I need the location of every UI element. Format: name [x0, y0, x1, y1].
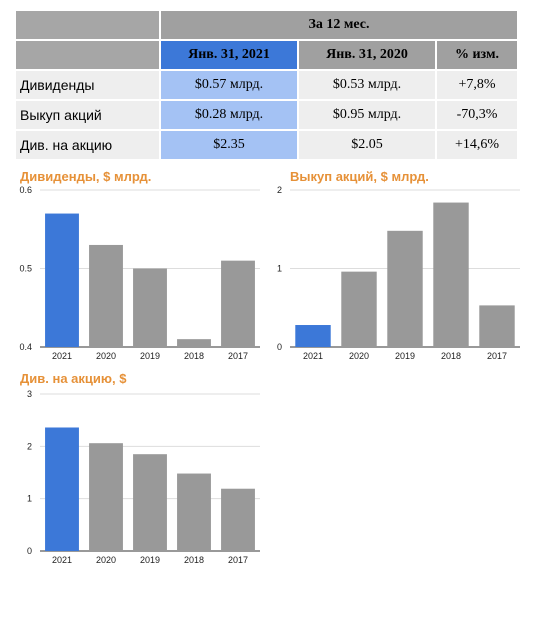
y-tick-label: 1 [277, 264, 282, 274]
x-tick-label: 2017 [228, 555, 248, 565]
bar-2019 [133, 454, 167, 551]
x-tick-label: 2019 [395, 351, 415, 361]
y-tick-label: 0 [277, 342, 282, 352]
x-tick-label: 2019 [140, 351, 160, 361]
table-row: Див. на акцию $2.35 $2.05 +14,6% [16, 131, 517, 159]
bar-2018 [433, 202, 469, 347]
value-2021: $2.35 [161, 131, 297, 159]
bar-2017 [221, 260, 255, 347]
y-tick-label: 0.4 [19, 342, 32, 352]
bar-2021 [45, 213, 79, 347]
x-tick-label: 2017 [228, 351, 248, 361]
value-change: -70,3% [437, 101, 517, 129]
summary-table: За 12 мес. Янв. 31, 2021 Янв. 31, 2020 %… [14, 9, 519, 161]
dividends-chart: 0.4 0.5 0.6 2021 2020 2019 2018 2017 [19, 185, 260, 361]
value-2020: $0.53 млрд. [299, 71, 435, 99]
y-tick-label: 0 [27, 546, 32, 556]
value-change: +7,8% [437, 71, 517, 99]
x-tick-label: 2020 [96, 555, 116, 565]
x-tick-label: 2020 [349, 351, 369, 361]
row-label: Дивиденды [16, 71, 159, 99]
bar-2017 [221, 488, 255, 551]
value-2021: $0.28 млрд. [161, 101, 297, 129]
x-tick-label: 2021 [52, 555, 72, 565]
buyback-chart: 0 1 2 2021 2020 2019 2018 2017 [277, 185, 520, 361]
table-row: Дивиденды $0.57 млрд. $0.53 млрд. +7,8% [16, 71, 517, 99]
corner-cell [16, 11, 159, 39]
y-tick-label: 0.5 [19, 264, 32, 274]
value-change: +14,6% [437, 131, 517, 159]
y-tick-label: 1 [27, 494, 32, 504]
bar-2020 [89, 443, 123, 551]
row-label: Выкуп акций [16, 101, 159, 129]
table-row: Выкуп акций $0.28 млрд. $0.95 млрд. -70,… [16, 101, 517, 129]
y-tick-label: 2 [277, 185, 282, 195]
bar-2020 [89, 244, 123, 347]
x-tick-label: 2018 [184, 351, 204, 361]
bar-2019 [387, 230, 423, 347]
dps-chart-title: Див. на акцию, $ [20, 371, 127, 386]
column-header-2020: Янв. 31, 2020 [299, 41, 435, 69]
y-tick-label: 3 [27, 389, 32, 399]
y-tick-label: 2 [27, 441, 32, 451]
x-tick-label: 2021 [303, 351, 323, 361]
bar-2019 [133, 268, 167, 347]
x-tick-label: 2018 [184, 555, 204, 565]
bar-2018 [177, 339, 211, 347]
x-tick-label: 2019 [140, 555, 160, 565]
bar-2017 [479, 305, 515, 347]
bar-2021 [295, 325, 331, 347]
table-header-row: За 12 мес. [16, 11, 517, 39]
table-subheader-row: Янв. 31, 2021 Янв. 31, 2020 % изм. [16, 41, 517, 69]
bar-2021 [45, 427, 79, 551]
corner-cell [16, 41, 159, 69]
x-tick-label: 2017 [487, 351, 507, 361]
x-tick-label: 2021 [52, 351, 72, 361]
bar-2018 [177, 473, 211, 551]
column-header-change: % изм. [437, 41, 517, 69]
dividends-chart-title: Дивиденды, $ млрд. [20, 169, 152, 184]
x-tick-label: 2020 [96, 351, 116, 361]
y-tick-label: 0.6 [19, 185, 32, 195]
value-2021: $0.57 млрд. [161, 71, 297, 99]
value-2020: $2.05 [299, 131, 435, 159]
x-tick-label: 2018 [441, 351, 461, 361]
column-header-2021: Янв. 31, 2021 [161, 41, 297, 69]
dps-chart: 0 1 2 3 2021 2020 2019 2018 2017 [27, 389, 260, 565]
value-2020: $0.95 млрд. [299, 101, 435, 129]
buyback-chart-title: Выкуп акций, $ млрд. [290, 169, 429, 184]
row-label: Див. на акцию [16, 131, 159, 159]
bar-2020 [341, 271, 377, 347]
period-header: За 12 мес. [161, 11, 517, 39]
